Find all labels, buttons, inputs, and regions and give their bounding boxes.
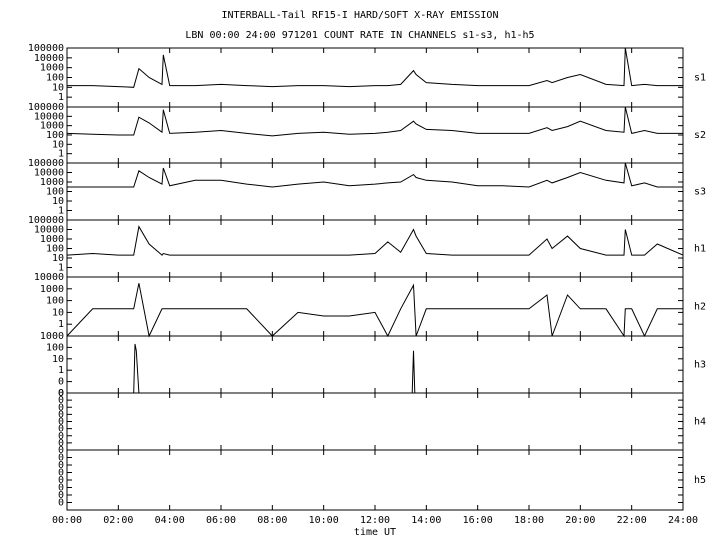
y-tick-label: 0: [58, 377, 64, 388]
y-tick-label: 0: [58, 417, 64, 428]
y-tick-label: 1000: [40, 121, 64, 132]
x-tick-label: 02:00: [103, 515, 133, 526]
x-tick-label: 12:00: [360, 515, 390, 526]
trace: [66, 225, 684, 256]
chart-title: INTERBALL-Tail RF15-I HARD/SOFT X-RAY EM…: [222, 10, 499, 21]
panel-label: h4: [694, 417, 706, 428]
panel-frame: [66, 335, 684, 394]
panel-frame: [66, 276, 684, 337]
y-tick-label: 10: [52, 253, 64, 264]
panel-frame: [66, 47, 684, 108]
y-tick-label: 0: [58, 460, 64, 471]
y-tick-label: 10000: [34, 53, 64, 64]
x-axis-label: time UT: [354, 527, 396, 538]
y-tick-label: 10: [52, 354, 64, 365]
y-tick-label: 0: [58, 498, 64, 509]
y-tick-label: 100: [46, 130, 64, 141]
x-tick-label: 18:00: [514, 515, 544, 526]
trace: [66, 283, 683, 338]
y-tick-label: 1: [58, 149, 64, 160]
y-tick-label: 0: [58, 424, 64, 435]
x-tick-label: 22:00: [617, 515, 647, 526]
y-tick-label: 1: [58, 263, 64, 274]
x-tick-label: 04:00: [155, 515, 185, 526]
y-tick-label: 100: [46, 244, 64, 255]
y-tick-label: 1: [58, 319, 64, 330]
y-tick-label: 10000: [34, 225, 64, 236]
y-tick-label: 1: [58, 365, 64, 376]
y-tick-label: 100000: [28, 102, 64, 113]
x-tick-label: 06:00: [206, 515, 236, 526]
trace: [67, 162, 683, 188]
x-tick-label: 14:00: [411, 515, 441, 526]
panel-label: s2: [694, 130, 706, 141]
y-tick-label: 1: [58, 206, 64, 217]
panel-frame: [66, 392, 684, 451]
panel-label: h3: [694, 360, 706, 371]
y-tick-label: 0: [58, 395, 64, 406]
y-tick-label: 0: [58, 388, 64, 399]
trace: [67, 343, 683, 394]
x-tick-label: 20:00: [565, 515, 595, 526]
y-tick-label: 0: [58, 409, 64, 420]
y-tick-label: 0: [58, 468, 64, 479]
y-tick-label: 0: [58, 402, 64, 413]
y-tick-label: 100000: [28, 158, 64, 169]
x-tick-label: 08:00: [257, 515, 287, 526]
y-tick-label: 0: [58, 490, 64, 501]
y-tick-label: 100: [46, 296, 64, 307]
x-tick-label: 24:00: [668, 515, 698, 526]
y-tick-label: 1000: [40, 284, 64, 295]
panel-label: h5: [694, 475, 706, 486]
y-tick-label: 1000: [40, 63, 64, 74]
x-tick-label: 16:00: [463, 515, 493, 526]
x-tick-label: 10:00: [309, 515, 339, 526]
y-tick-label: 1000: [40, 177, 64, 188]
y-tick-label: 10: [52, 82, 64, 93]
y-tick-label: 10000: [34, 168, 64, 179]
chart-subtitle: LBN 00:00 24:00 971201 COUNT RATE IN CHA…: [185, 30, 534, 41]
y-tick-label: 10: [52, 307, 64, 318]
y-tick-label: 0: [58, 438, 64, 449]
y-tick-label: 1000: [40, 234, 64, 245]
y-tick-label: 100: [46, 342, 64, 353]
y-tick-label: 10000: [34, 111, 64, 122]
y-tick-label: 0: [58, 445, 64, 456]
trace: [67, 47, 683, 88]
panel-frame: [66, 162, 684, 221]
panel-label: h1: [694, 244, 706, 255]
panel-frame: [66, 449, 684, 511]
y-tick-label: 10000: [34, 272, 64, 283]
x-tick-label: 00:00: [52, 515, 82, 526]
y-tick-label: 0: [58, 431, 64, 442]
y-tick-label: 0: [58, 475, 64, 486]
panel-label: s1: [694, 73, 706, 84]
y-tick-label: 10: [52, 196, 64, 207]
panel-frame: [66, 106, 684, 164]
y-tick-label: 0: [58, 453, 64, 464]
y-tick-label: 1: [58, 92, 64, 103]
panel-frame: [66, 219, 684, 278]
panel-label: s3: [694, 187, 706, 198]
y-tick-label: 100000: [28, 215, 64, 226]
y-tick-label: 0: [58, 483, 64, 494]
y-tick-label: 100: [46, 73, 64, 84]
y-tick-label: 10: [52, 139, 64, 150]
y-tick-label: 100: [46, 187, 64, 198]
y-tick-label: 100000: [28, 43, 64, 54]
panel-label: h2: [694, 302, 706, 313]
y-tick-label: 1000: [40, 331, 64, 342]
y-tick-label: 0: [58, 388, 64, 399]
trace: [66, 106, 683, 137]
